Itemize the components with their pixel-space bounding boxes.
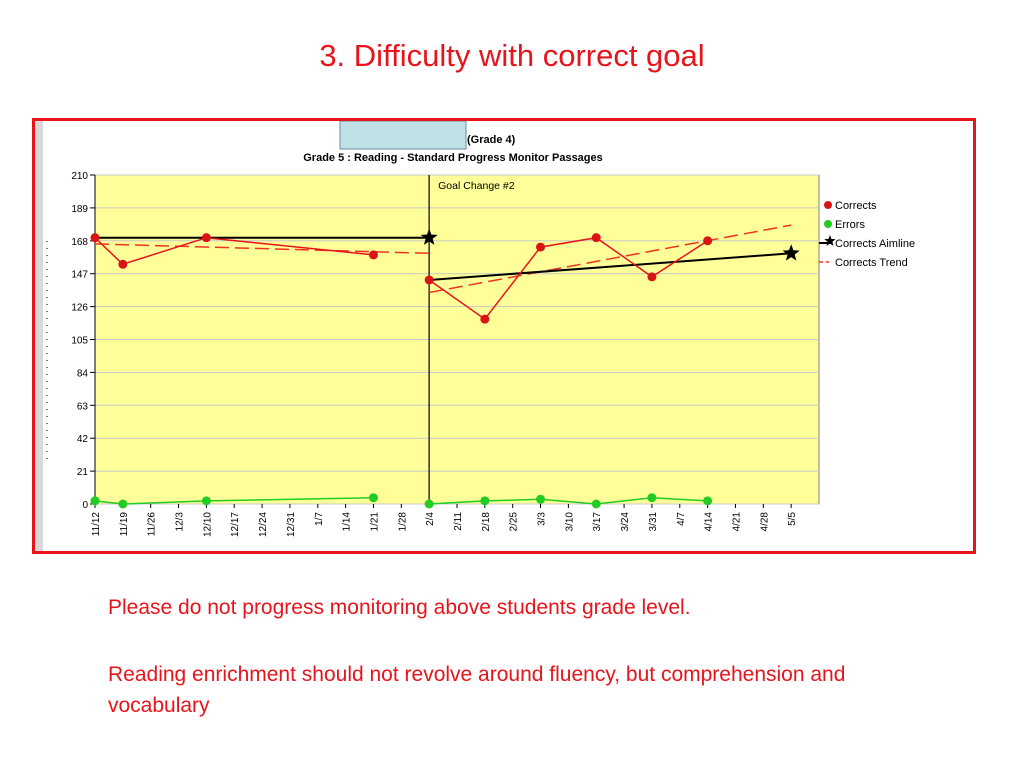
corrects-point xyxy=(201,233,211,243)
x-tick-label: 4/28 xyxy=(759,512,770,532)
x-tick-label: 3/10 xyxy=(564,512,575,532)
x-tick-label: 4/7 xyxy=(676,512,687,526)
slide-title: 3. Difficulty with correct goal xyxy=(319,38,705,73)
corrects-line-1 xyxy=(94,236,374,266)
x-tick-label: 2/25 xyxy=(509,512,520,532)
x-tick-label: 1/28 xyxy=(397,512,408,532)
legend-errors-label: Errors xyxy=(835,219,865,231)
left-shadow-strip xyxy=(35,121,43,551)
chart-frame: (Grade 4) Grade 5 : Reading - Standard Pr… xyxy=(32,118,976,554)
corrects-point xyxy=(591,233,601,243)
x-tick-label: 12/10 xyxy=(202,512,213,537)
y-tick-label: 0 xyxy=(82,500,88,511)
chart-title: Grade 5 : Reading - Standard Progress Mo… xyxy=(303,152,603,164)
x-tick-label: 11/19 xyxy=(119,512,130,537)
errors-point xyxy=(703,496,713,506)
y-tick-label: 63 xyxy=(77,401,89,412)
y-tick-label: 21 xyxy=(77,467,89,478)
x-tick-label: 1/21 xyxy=(369,512,380,532)
corrects-point xyxy=(90,233,100,243)
x-tick-label: 3/31 xyxy=(648,512,659,532)
x-tick-label: 2/11 xyxy=(453,512,464,531)
legend-aimline-star-icon xyxy=(824,235,836,246)
x-tick-label: 12/3 xyxy=(175,512,186,532)
corrects-point xyxy=(703,236,713,246)
corrects-point xyxy=(536,242,546,252)
x-tick-label: 3/24 xyxy=(620,512,631,532)
corrects-point xyxy=(424,275,434,285)
legend-corrects-marker xyxy=(824,201,832,209)
corrects-point xyxy=(118,259,128,269)
legend-errors-marker xyxy=(824,220,832,228)
y-tick-label: 168 xyxy=(71,237,88,248)
corrects-point xyxy=(480,314,490,324)
header-overlay-box xyxy=(339,121,467,150)
y-tick-label: 210 xyxy=(71,171,88,182)
aimline-star-icon xyxy=(420,228,438,245)
y-tick-label: 189 xyxy=(71,204,88,215)
legend-aimline-label: Corrects Aimline xyxy=(835,238,915,250)
corrects-point xyxy=(647,272,657,282)
goal-change-annotation: Goal Change #2 xyxy=(438,180,515,192)
y-tick-label: 105 xyxy=(71,336,88,347)
errors-point xyxy=(201,496,211,506)
trend-line-2 xyxy=(429,224,792,294)
chart-header-partial: (Grade 4) xyxy=(467,134,516,146)
errors-line-1 xyxy=(94,496,374,505)
aimline-2 xyxy=(429,252,792,281)
errors-point xyxy=(647,493,657,503)
note-enrichment: Reading enrichment should not revolve ar… xyxy=(108,663,846,717)
x-tick-label: 4/14 xyxy=(704,512,715,532)
legend-corrects-label: Corrects xyxy=(835,200,877,212)
corrects-line-2 xyxy=(428,236,709,321)
x-tick-label: 4/21 xyxy=(731,512,742,532)
progress-chart: (Grade 4) Grade 5 : Reading - Standard Pr… xyxy=(35,121,915,551)
aimline-star-icon xyxy=(782,244,800,261)
y-tick-label: 42 xyxy=(77,434,89,445)
x-tick-label: 12/24 xyxy=(258,512,269,537)
errors-point xyxy=(90,496,100,506)
y-tick-label: 84 xyxy=(77,368,89,379)
errors-point xyxy=(368,493,378,503)
errors-point xyxy=(424,499,434,509)
x-tick-label: 5/5 xyxy=(787,512,798,526)
y-tick-label: 126 xyxy=(71,303,88,314)
errors-line-2 xyxy=(429,496,708,505)
x-tick-label: 2/4 xyxy=(425,512,436,526)
errors-point xyxy=(591,499,601,509)
errors-point xyxy=(536,494,546,504)
corrects-point xyxy=(368,250,378,260)
y-tick-label: 147 xyxy=(71,270,88,281)
x-tick-label: 11/26 xyxy=(147,512,158,537)
x-tick-label: 2/18 xyxy=(481,512,492,532)
note-grade-level: Please do not progress monitoring above … xyxy=(108,596,691,619)
x-tick-label: 12/31 xyxy=(286,512,297,537)
errors-point xyxy=(118,499,128,509)
legend-trend-label: Corrects Trend xyxy=(835,257,908,269)
x-tick-label: 12/17 xyxy=(230,512,241,537)
x-tick-label: 1/14 xyxy=(342,512,353,532)
x-tick-label: 1/7 xyxy=(314,512,325,526)
trend-line-1 xyxy=(94,243,430,255)
errors-point xyxy=(480,496,490,506)
x-tick-label: 3/17 xyxy=(592,512,603,532)
x-tick-label: 11/12 xyxy=(91,512,102,537)
x-tick-label: 3/3 xyxy=(537,512,548,526)
